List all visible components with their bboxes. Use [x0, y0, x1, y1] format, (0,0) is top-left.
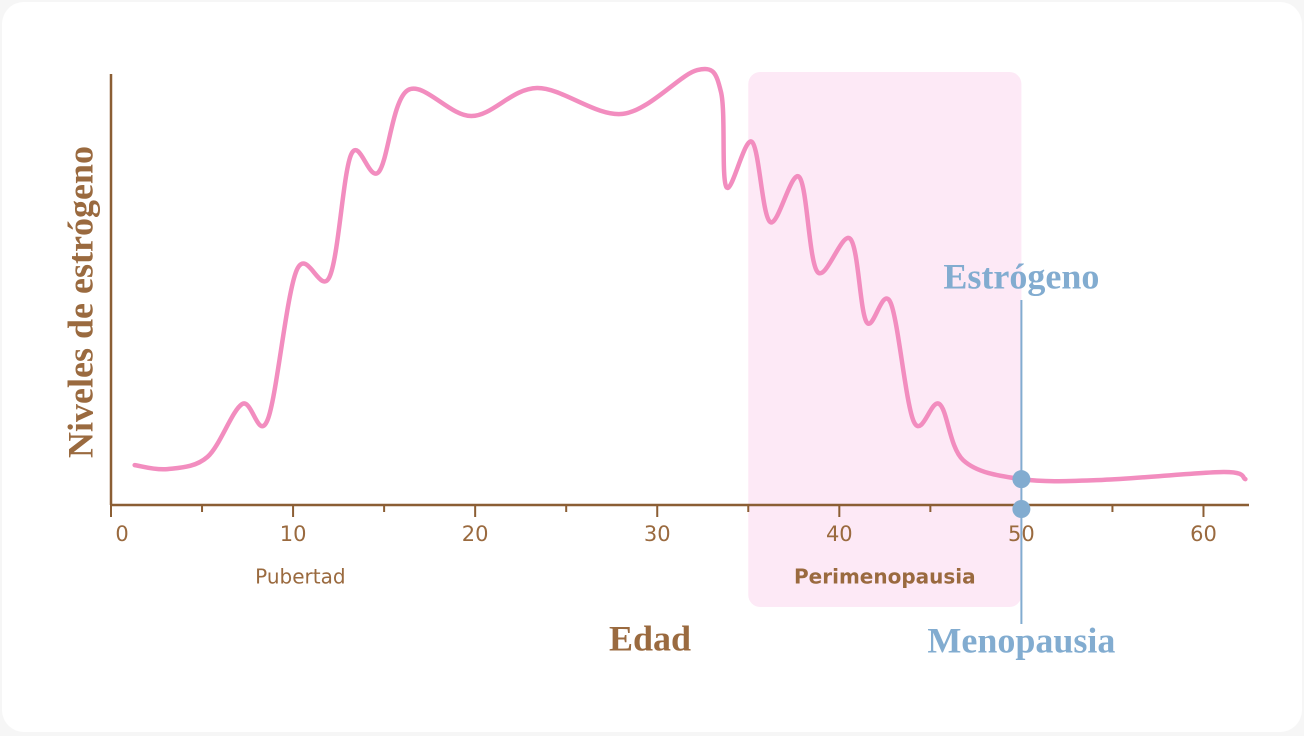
x-axis-label: Edad [609, 618, 691, 658]
annotation: Perimenopausia [794, 565, 976, 589]
x-tick-label: 20 [462, 522, 489, 546]
axis-dot [1012, 500, 1031, 518]
marker-label: Menopausia [927, 620, 1115, 660]
annotation: Pubertad [255, 565, 345, 589]
marker-dot [1012, 470, 1031, 489]
y-axis-label: Niveles de estrógeno [60, 146, 100, 458]
x-tick-label: 60 [1190, 522, 1217, 546]
perimenopause-band [748, 72, 1022, 607]
x-tick-label: 40 [826, 522, 853, 546]
x-tick-label: 0 [115, 522, 128, 546]
series-label: Estrógeno [943, 256, 1099, 296]
estrogen-line [132, 66, 1248, 484]
x-tick-label: 10 [280, 522, 307, 546]
x-tick-label: 30 [644, 522, 671, 546]
